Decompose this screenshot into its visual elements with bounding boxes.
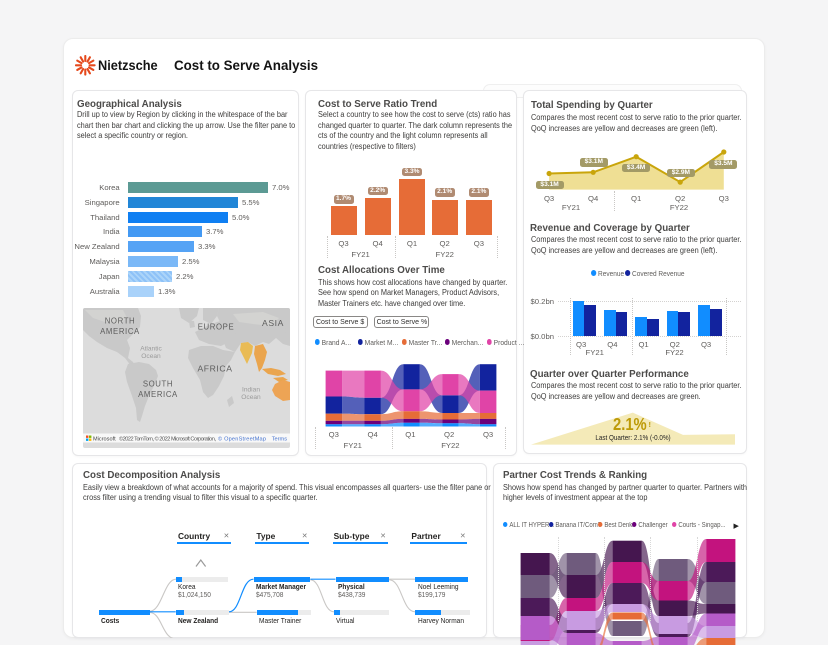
svg-text:Indian: Indian [242,387,260,394]
svg-text:NORTH: NORTH [105,317,136,326]
svg-text:© OpenStreetMap: © OpenStreetMap [218,435,266,442]
svg-text:AFRICA: AFRICA [197,364,232,374]
svg-text:Atlantic: Atlantic [140,346,162,353]
svg-text:ASIA: ASIA [262,318,284,328]
svg-text:AMERICA: AMERICA [138,390,178,399]
svg-text:Ocean: Ocean [141,353,161,360]
svg-text:SOUTH: SOUTH [143,380,173,389]
svg-text:EUROPE: EUROPE [198,323,235,332]
svg-text:Terms: Terms [272,436,287,442]
svg-text:©2022 TomTom, © 2022 Microsoft: ©2022 TomTom, © 2022 Microsoft Corporati… [119,435,216,442]
svg-text:AMERICA: AMERICA [100,327,140,336]
svg-text:Ocean: Ocean [241,394,261,401]
svg-text:Microsoft: Microsoft [93,436,116,442]
